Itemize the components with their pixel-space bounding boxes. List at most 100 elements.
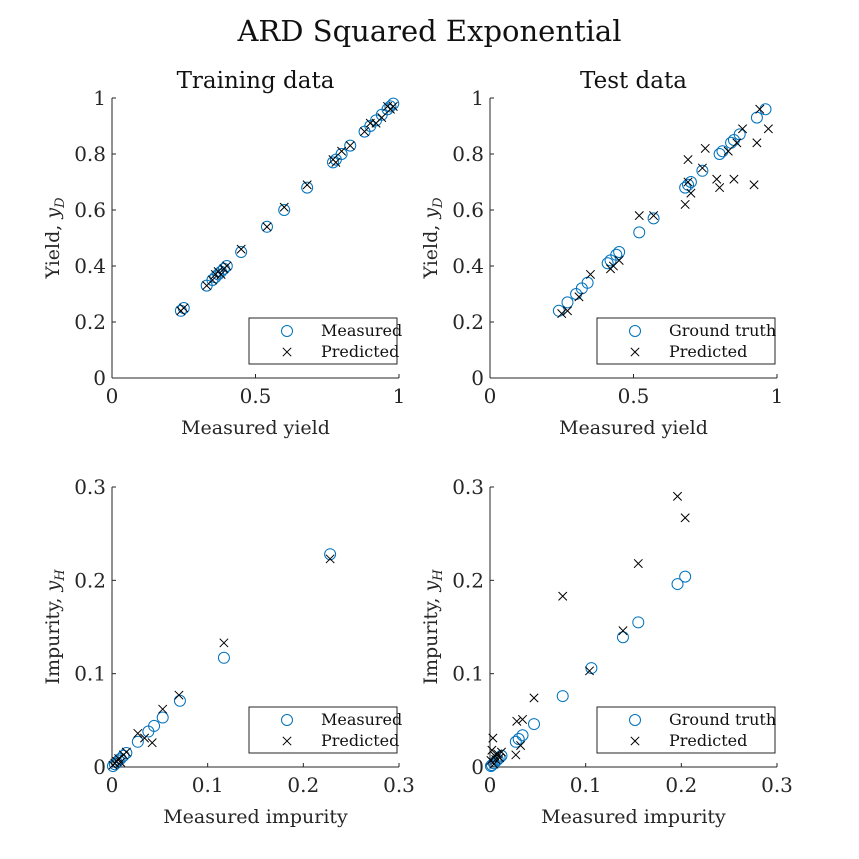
x-axis-label: Measured impurity bbox=[163, 806, 348, 828]
data-point-cross bbox=[683, 155, 693, 165]
x-tick-label: 0.5 bbox=[240, 384, 272, 408]
legend-entry-label: Ground truth bbox=[669, 710, 776, 729]
data-point-cross bbox=[262, 222, 272, 232]
data-point-circle bbox=[647, 212, 660, 225]
data-point-cross bbox=[680, 199, 690, 209]
data-point-cross bbox=[219, 638, 229, 648]
y-tick-label: 0 bbox=[471, 366, 484, 390]
panel-2: Test data 0 0.5 1 0 0.2 0.4 0.6 0.8 1 Measured yie… bbox=[420, 68, 783, 439]
data-point-cross bbox=[512, 716, 522, 726]
data-point-circle bbox=[131, 735, 144, 748]
data-point-circle bbox=[632, 616, 645, 629]
data-point-circle bbox=[750, 111, 763, 124]
data-point-cross bbox=[139, 733, 150, 743]
data-point-circle bbox=[384, 100, 397, 113]
legend: Measured Predicted bbox=[248, 317, 402, 365]
data-point-circle bbox=[516, 729, 529, 742]
data-point-circle bbox=[217, 651, 230, 664]
data-point-circle bbox=[117, 749, 130, 762]
data-point-cross bbox=[179, 303, 189, 313]
y-axis-label-sub: D bbox=[431, 197, 446, 209]
y-tick-label: 0.2 bbox=[74, 310, 106, 334]
data-point-circle bbox=[235, 246, 248, 258]
x-tick-label: 0.3 bbox=[383, 773, 415, 797]
data-point-circle bbox=[725, 136, 738, 149]
data-point-circle bbox=[512, 733, 525, 745]
legend-entry-label: Measured bbox=[321, 710, 402, 729]
data-point-cross bbox=[729, 174, 739, 184]
data-point-cross bbox=[345, 141, 355, 151]
data-point-circle bbox=[716, 145, 729, 158]
y-axis-label-var: y bbox=[420, 208, 442, 220]
data-point-circle bbox=[324, 548, 337, 561]
legend-marker-cross bbox=[282, 347, 292, 357]
data-point-cross bbox=[147, 738, 157, 748]
x-tick-label: 1 bbox=[393, 384, 406, 408]
x-tick-label: 0.5 bbox=[618, 384, 650, 408]
legend-entry-label: Predicted bbox=[321, 731, 399, 750]
x-axis-label: Measured yield bbox=[181, 417, 330, 439]
data-point-cross bbox=[723, 146, 733, 156]
data-point-cross bbox=[490, 751, 500, 761]
series-predicted bbox=[108, 554, 335, 770]
data-point-cross bbox=[574, 292, 584, 302]
x-tick-label: 0 bbox=[106, 773, 119, 797]
data-point-cross bbox=[633, 558, 643, 569]
data-point-cross bbox=[732, 138, 742, 148]
data-point-circle bbox=[301, 181, 314, 194]
legend-box bbox=[596, 706, 776, 754]
data-point-circle bbox=[528, 718, 541, 731]
panel-3: 0 0.1 0.2 0.3 0 0.1 0.2 0.3 Measured impurity Imp… bbox=[42, 475, 415, 828]
data-point-cross bbox=[388, 101, 398, 111]
y-axis-label-sub: H bbox=[431, 569, 446, 582]
data-point-circle bbox=[148, 719, 161, 732]
data-point-cross bbox=[121, 747, 131, 757]
data-point-cross bbox=[174, 690, 184, 700]
data-point-circle bbox=[682, 178, 695, 191]
legend-entry-label: Measured bbox=[321, 321, 402, 340]
y-axis-label-text: Impurity, bbox=[420, 592, 442, 685]
data-point-cross bbox=[116, 757, 126, 767]
data-point-circle bbox=[713, 148, 726, 160]
data-point-cross bbox=[712, 174, 722, 184]
data-point-cross bbox=[618, 626, 628, 636]
x-axis-label: Measured yield bbox=[559, 417, 708, 439]
y-axis-label-text: Yield, bbox=[42, 219, 64, 280]
data-point-circle bbox=[610, 248, 623, 261]
y-tick-label: 0.3 bbox=[452, 475, 484, 499]
y-tick-label: 0.8 bbox=[74, 142, 106, 166]
data-point-circle bbox=[585, 662, 598, 675]
y-tick-label: 0.6 bbox=[452, 198, 484, 222]
y-tick-label: 0.3 bbox=[74, 475, 106, 499]
data-point-cross bbox=[511, 750, 521, 760]
data-point-cross bbox=[562, 306, 573, 316]
data-point-circle bbox=[278, 204, 291, 216]
data-point-cross bbox=[236, 244, 246, 254]
data-point-circle bbox=[671, 578, 684, 591]
data-point-cross bbox=[496, 747, 507, 757]
y-tick-label: 0 bbox=[93, 755, 106, 779]
data-point-cross bbox=[279, 202, 289, 212]
legend: Ground truth Predicted bbox=[596, 317, 776, 365]
x-tick-label: 0.1 bbox=[192, 773, 224, 797]
data-point-cross bbox=[222, 261, 232, 271]
data-point-circle bbox=[335, 148, 348, 160]
series-predicted bbox=[486, 491, 690, 769]
x-tick-label: 0 bbox=[484, 384, 497, 408]
x-tick-label: 0.2 bbox=[665, 773, 697, 797]
y-axis-label: Yield, yD bbox=[420, 197, 446, 280]
y-tick-label: 0.1 bbox=[74, 662, 106, 686]
data-point-cross bbox=[749, 180, 759, 190]
y-tick-label: 0.1 bbox=[452, 662, 484, 686]
data-point-cross bbox=[557, 309, 567, 319]
panel-title: Test data bbox=[580, 68, 687, 94]
data-point-cross bbox=[680, 513, 690, 523]
legend-marker-circle bbox=[281, 325, 293, 337]
data-point-cross bbox=[683, 177, 693, 187]
data-point-circle bbox=[344, 139, 357, 152]
legend-marker-circle bbox=[629, 325, 641, 337]
data-point-cross bbox=[488, 733, 498, 743]
data-point-cross bbox=[649, 211, 659, 221]
data-point-cross bbox=[517, 714, 528, 724]
y-axis-label: Impurity, yH bbox=[42, 569, 68, 685]
